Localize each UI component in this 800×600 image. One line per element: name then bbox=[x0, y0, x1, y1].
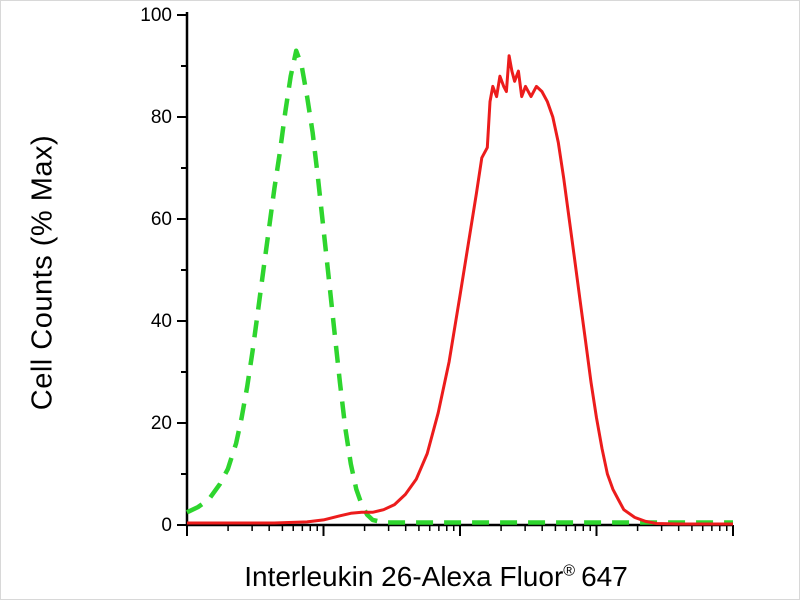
y-tick-label: 80 bbox=[151, 107, 172, 128]
series-dashed bbox=[186, 48, 733, 525]
y-tick-label: 0 bbox=[161, 515, 172, 536]
y-tick-label: 60 bbox=[151, 209, 172, 230]
x-axis-label: Interleukin 26-Alexa Fluor® 647 bbox=[1, 561, 799, 593]
x-axis-label-main: Interleukin 26-Alexa Fluor bbox=[244, 561, 564, 592]
y-axis-label: Cell Counts (% Max) bbox=[26, 134, 59, 411]
x-axis-label-suffix: 647 bbox=[581, 561, 628, 592]
registered-trademark-icon: ® bbox=[563, 562, 576, 580]
y-tick-label: 20 bbox=[151, 413, 172, 434]
y-tick-label: 100 bbox=[140, 5, 172, 26]
series-solid bbox=[187, 54, 733, 526]
y-tick-label: 40 bbox=[151, 311, 172, 332]
